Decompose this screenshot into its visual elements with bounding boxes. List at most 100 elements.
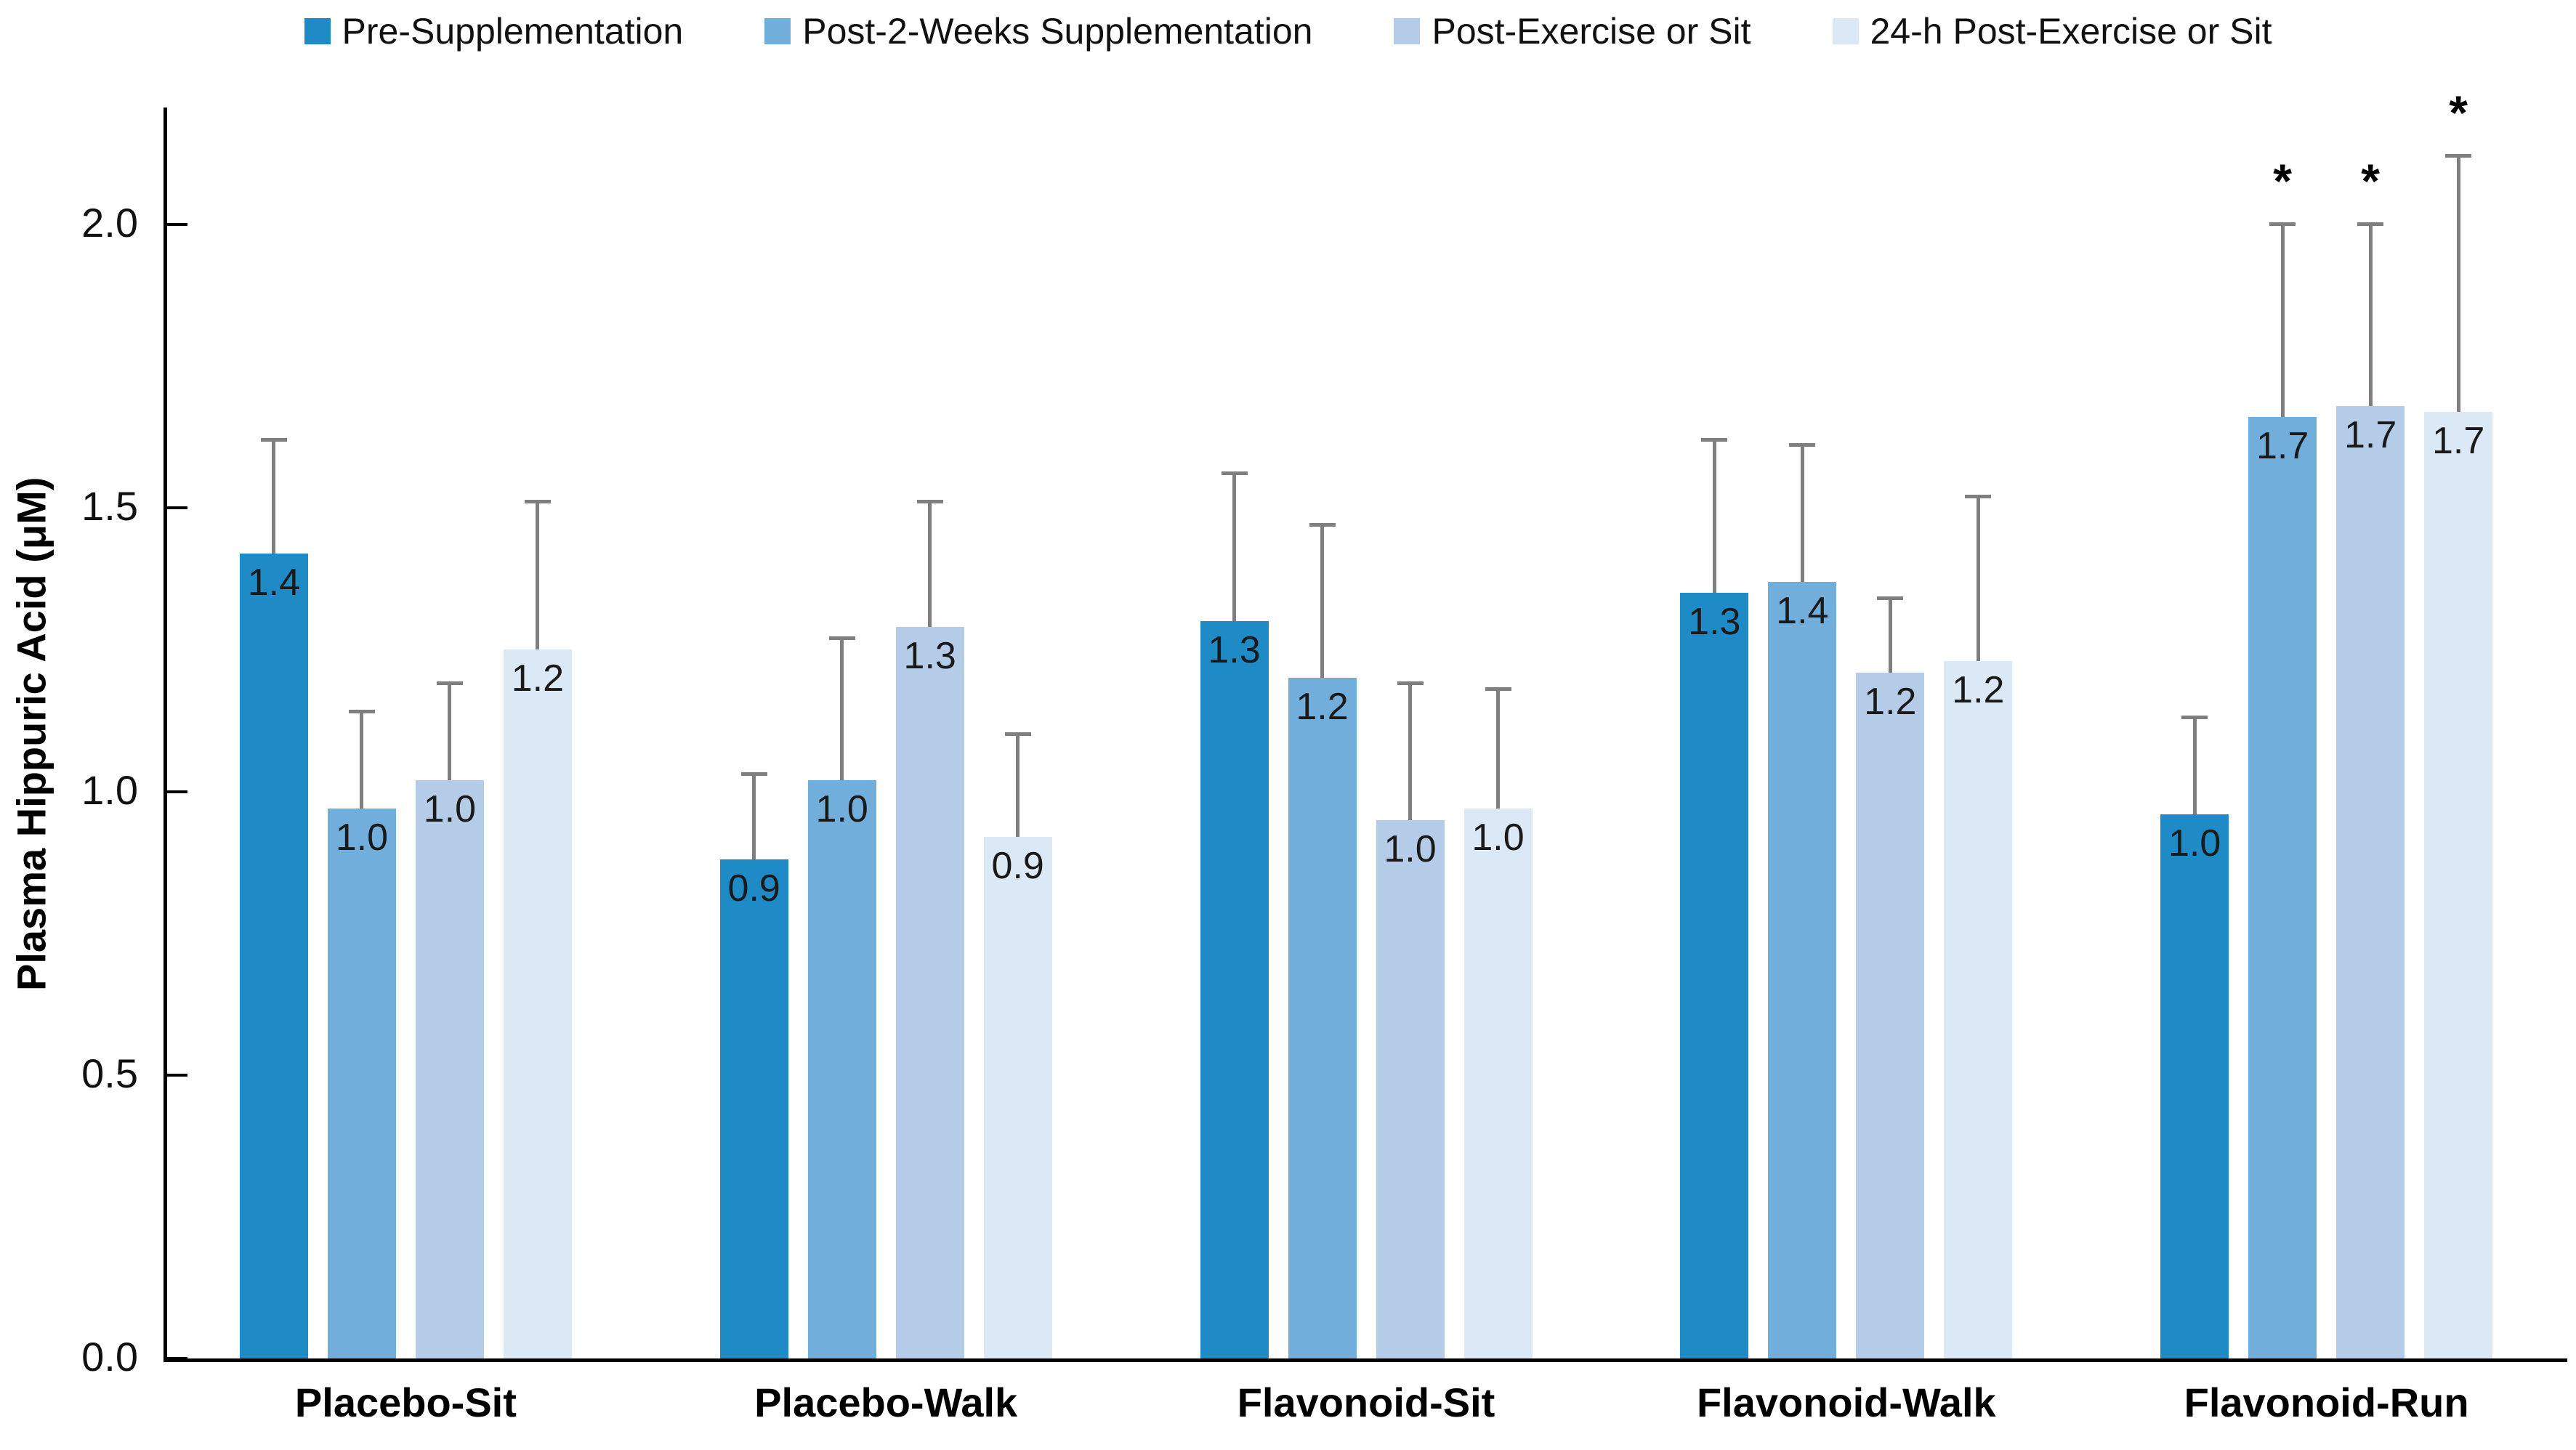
plot-area: 1.4 1.0 1.0 1.2 0.9 1.0 1.3 0.9 1.3 1.2 1.0 1.0 1.3 1…: [166, 86, 2567, 1358]
y-tick-mark: [167, 790, 187, 793]
bar-flavonoid-walk-s4: 1.2: [1944, 661, 2013, 1358]
error-bar-line: [272, 440, 276, 554]
y-axis-line: [163, 108, 167, 1358]
bar-placebo-sit-s1: 1.4: [239, 553, 308, 1358]
bar-flavonoid-sit-s3: 1.0: [1376, 819, 1445, 1358]
legend-item-3: Post-Exercise or Sit: [1394, 10, 1751, 52]
bar-flavonoid-run-s4: 1.7: [2424, 411, 2493, 1358]
y-tick-mark: [167, 506, 187, 510]
error-bar-cap: [260, 437, 287, 442]
error-bar-cap: [1701, 437, 1728, 442]
error-bar-line: [1232, 474, 1236, 622]
bar-data-label: 1.7: [2256, 425, 2309, 468]
error-bar-cap: [524, 500, 551, 504]
error-bar-line: [360, 712, 364, 809]
bar-data-label: 1.0: [1384, 827, 1437, 870]
y-tick-mark: [167, 1073, 187, 1077]
error-bar-cap: [1004, 732, 1031, 737]
error-bar-cap: [1965, 494, 1992, 498]
legend-label: Post-Exercise or Sit: [1432, 11, 1751, 52]
bar-flavonoid-walk-s3: 1.2: [1856, 672, 1925, 1358]
bar-placebo-walk-s4: 0.9: [983, 836, 1052, 1358]
legend: Pre-Supplementation Post-2-Weeks Suppleme…: [0, 10, 2576, 52]
bar-data-label: 1.3: [1688, 601, 1741, 644]
error-bar-cap: [1485, 687, 1511, 692]
legend-swatch-icon: [764, 18, 791, 44]
bar-data-label: 1.2: [1296, 686, 1349, 729]
x-axis-label: Flavonoid-Run: [2184, 1380, 2469, 1425]
bar-data-label: 1.2: [1864, 680, 1917, 723]
x-axis-label: Flavonoid-Walk: [1696, 1380, 1996, 1425]
y-tick-label: 1.0: [81, 766, 138, 813]
bar-placebo-walk-s3: 1.3: [895, 627, 964, 1358]
bar-placebo-sit-s2: 1.0: [327, 808, 396, 1358]
bar-flavonoid-walk-s1: 1.3: [1680, 593, 1749, 1358]
bar-data-label: 0.9: [727, 867, 780, 910]
x-axis-label: Placebo-Walk: [754, 1380, 1018, 1425]
bar-data-label: 0.9: [991, 844, 1044, 887]
legend-label: Pre-Supplementation: [342, 11, 684, 52]
bar-flavonoid-run-s3: 1.7: [2336, 405, 2405, 1358]
error-bar-line: [2368, 224, 2373, 406]
y-tick-label: 0.0: [81, 1334, 138, 1380]
bar-data-label: 1.4: [1776, 589, 1829, 632]
bar-data-label: 1.0: [815, 787, 868, 830]
error-bar-line: [1976, 496, 1980, 661]
bar-data-label: 1.2: [1952, 669, 2005, 711]
significance-asterisk: *: [2273, 154, 2292, 208]
error-bar-line: [840, 638, 844, 780]
error-bar-line: [1888, 599, 1892, 673]
bar-data-label: 1.3: [903, 635, 956, 678]
y-tick-label: 2.0: [81, 200, 138, 246]
x-axis-label: Placebo-Sit: [294, 1380, 517, 1425]
error-bar-cap: [1309, 522, 1336, 527]
error-bar-line: [1496, 689, 1500, 809]
y-tick-label: 1.5: [81, 483, 138, 530]
error-bar-line: [1712, 440, 1716, 594]
bar-flavonoid-sit-s1: 1.3: [1200, 621, 1269, 1358]
legend-item-2: Post-2-Weeks Supplementation: [764, 10, 1312, 52]
y-tick-label: 0.5: [81, 1050, 138, 1096]
error-bar-cap: [2181, 716, 2208, 720]
error-bar-cap: [2269, 222, 2296, 226]
legend-swatch-icon: [1832, 18, 1859, 44]
error-bar-line: [1408, 684, 1412, 820]
bar-placebo-walk-s1: 0.9: [719, 859, 788, 1358]
error-bar-cap: [2445, 154, 2472, 158]
error-bar-cap: [1877, 596, 1904, 601]
y-tick-mark: [167, 1357, 187, 1360]
error-bar-cap: [1221, 471, 1248, 476]
bar-placebo-sit-s3: 1.0: [415, 779, 484, 1358]
error-bar-line: [752, 774, 756, 860]
error-bar-cap: [740, 772, 767, 777]
legend-swatch-icon: [1394, 18, 1421, 44]
legend-swatch-icon: [304, 18, 331, 44]
legend-item-4: 24-h Post-Exercise or Sit: [1832, 10, 2272, 52]
x-axis-line: [163, 1358, 2567, 1362]
bar-data-label: 1.4: [247, 561, 301, 604]
bar-data-label: 1.7: [2343, 413, 2397, 456]
error-bar-cap: [2357, 222, 2384, 226]
legend-label: 24-h Post-Exercise or Sit: [1870, 11, 2272, 52]
error-bar-cap: [1789, 443, 1816, 447]
legend-label: Post-2-Weeks Supplementation: [802, 11, 1313, 52]
bar-flavonoid-run-s1: 1.0: [2160, 814, 2229, 1358]
error-bar-line: [1320, 524, 1324, 679]
bar-data-label: 1.2: [511, 657, 565, 700]
bar-placebo-sit-s4: 1.2: [503, 649, 572, 1358]
bar-flavonoid-run-s2: 1.7: [2248, 417, 2317, 1358]
significance-asterisk: *: [2449, 86, 2468, 140]
bar-placebo-walk-s2: 1.0: [807, 779, 876, 1358]
error-bar-line: [1800, 445, 1804, 582]
bar-flavonoid-sit-s4: 1.0: [1463, 808, 1533, 1358]
bar-data-label: 1.0: [335, 816, 389, 859]
error-bar-cap: [828, 636, 855, 640]
legend-item-1: Pre-Supplementation: [304, 10, 684, 52]
error-bar-line: [536, 502, 540, 650]
error-bar-line: [2456, 156, 2460, 412]
error-bar-cap: [916, 500, 943, 504]
error-bar-line: [2192, 718, 2197, 814]
bar-data-label: 1.0: [2168, 822, 2221, 864]
bar-data-label: 1.3: [1208, 629, 1261, 672]
